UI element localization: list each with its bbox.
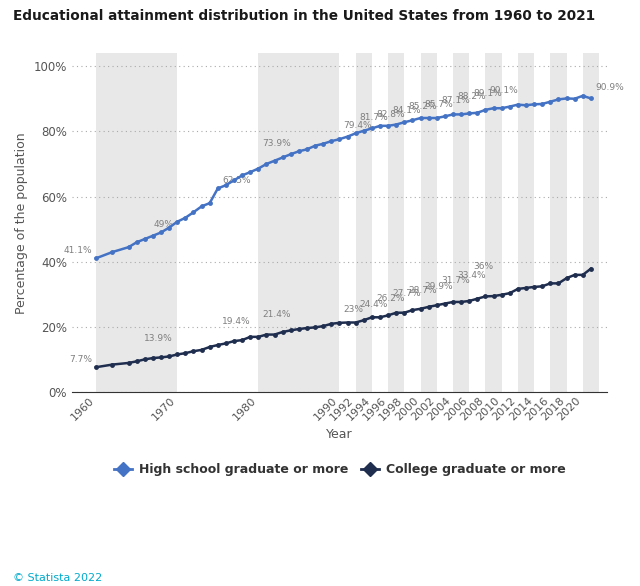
High school graduate or more: [92, 255, 100, 262]
Bar: [583, 53, 599, 392]
College graduate or more: [271, 331, 278, 338]
Bar: [486, 53, 502, 392]
Bar: [518, 53, 534, 392]
Text: 88.2%: 88.2%: [457, 92, 486, 101]
Bar: [96, 53, 177, 392]
College graduate or more: [408, 306, 416, 314]
Text: 90.1%: 90.1%: [490, 86, 518, 95]
Text: 27.7%: 27.7%: [392, 289, 421, 298]
Text: 49%: 49%: [153, 220, 173, 229]
Text: 84.1%: 84.1%: [392, 105, 421, 114]
Text: 31.7%: 31.7%: [441, 277, 470, 285]
Text: © Statista 2022: © Statista 2022: [13, 573, 102, 583]
Text: 81.7%: 81.7%: [360, 113, 388, 122]
College graduate or more: [92, 364, 100, 371]
Text: 24.4%: 24.4%: [360, 300, 388, 309]
Text: 89.1%: 89.1%: [474, 89, 502, 98]
High school graduate or more: [579, 93, 587, 100]
High school graduate or more: [230, 177, 238, 184]
Text: 23%: 23%: [344, 305, 364, 314]
Text: 73.9%: 73.9%: [262, 139, 291, 148]
Legend: High school graduate or more, College graduate or more: High school graduate or more, College gr…: [109, 458, 570, 481]
Bar: [259, 53, 339, 392]
Text: 87.1%: 87.1%: [441, 96, 470, 105]
Line: High school graduate or more: High school graduate or more: [93, 93, 593, 261]
Text: 13.9%: 13.9%: [144, 335, 173, 343]
High school graduate or more: [246, 169, 254, 176]
Text: 62.5%: 62.5%: [222, 176, 251, 185]
Text: 79.4%: 79.4%: [344, 121, 372, 130]
Bar: [453, 53, 469, 392]
High school graduate or more: [587, 95, 595, 102]
Text: 28.7%: 28.7%: [408, 286, 437, 295]
X-axis label: Year: Year: [326, 428, 353, 441]
Y-axis label: Percentage of the population: Percentage of the population: [15, 132, 28, 314]
Bar: [356, 53, 372, 392]
Text: 36%: 36%: [474, 263, 493, 271]
High school graduate or more: [271, 157, 278, 164]
Text: 41.1%: 41.1%: [63, 246, 92, 255]
High school graduate or more: [262, 161, 270, 168]
Bar: [550, 53, 566, 392]
College graduate or more: [587, 265, 595, 272]
Text: Educational attainment distribution in the United States from 1960 to 2021: Educational attainment distribution in t…: [13, 9, 595, 23]
Text: 26.2%: 26.2%: [376, 294, 404, 304]
College graduate or more: [189, 347, 197, 355]
Bar: [388, 53, 404, 392]
Text: 33.4%: 33.4%: [457, 271, 486, 280]
Text: 90.9%: 90.9%: [595, 83, 624, 93]
High school graduate or more: [189, 209, 197, 216]
College graduate or more: [230, 338, 238, 345]
College graduate or more: [262, 331, 270, 338]
Text: 85.7%: 85.7%: [425, 100, 454, 110]
Text: 82.8%: 82.8%: [376, 110, 404, 119]
Text: 29.9%: 29.9%: [425, 282, 453, 291]
Text: 85.2%: 85.2%: [408, 102, 437, 111]
Text: 7.7%: 7.7%: [69, 355, 92, 364]
Line: College graduate or more: College graduate or more: [93, 266, 593, 370]
Text: 19.4%: 19.4%: [222, 316, 251, 326]
High school graduate or more: [408, 117, 416, 124]
College graduate or more: [246, 333, 254, 340]
Bar: [420, 53, 436, 392]
Text: 21.4%: 21.4%: [262, 310, 291, 319]
